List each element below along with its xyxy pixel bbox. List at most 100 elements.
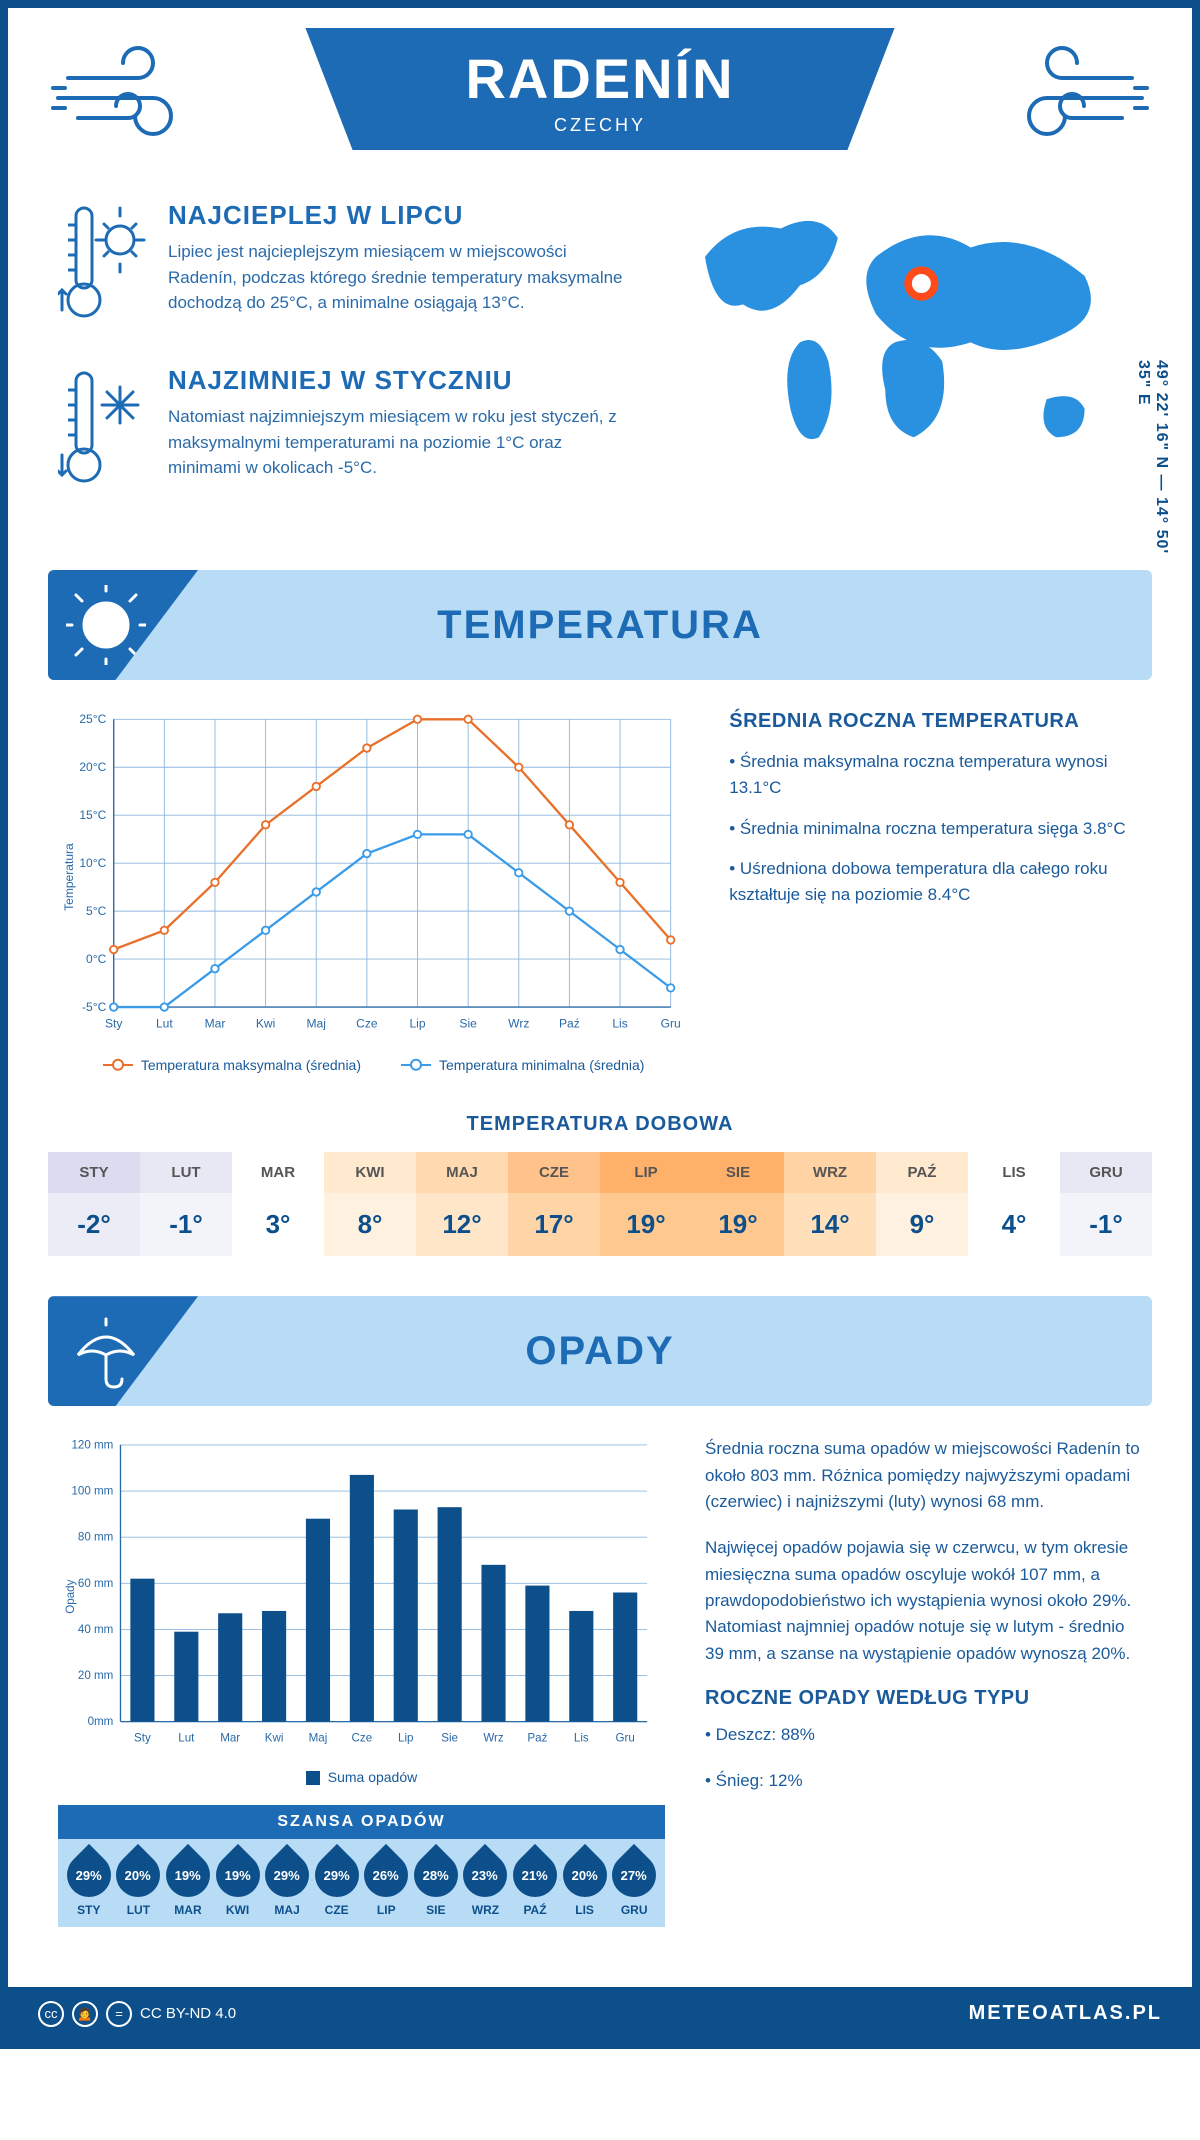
chance-cell: 21%PAŹ (510, 1853, 560, 1917)
svg-text:Lip: Lip (398, 1731, 413, 1744)
svg-text:Lut: Lut (156, 1016, 173, 1030)
chance-cell: 28%SIE (411, 1853, 461, 1917)
daily-cell: GRU-1° (1060, 1152, 1152, 1256)
svg-text:Maj: Maj (307, 1016, 326, 1030)
svg-text:20 mm: 20 mm (78, 1669, 113, 1682)
precip-row: 0mm 20 mm 40 mm 60 mm 80 mm 100 mm 120 mm Opady… (8, 1436, 1192, 1987)
temperature-summary: ŚREDNIA ROCZNA TEMPERATURA • Średnia mak… (729, 710, 1142, 1073)
svg-text:Paź: Paź (559, 1016, 580, 1030)
svg-text:Lis: Lis (612, 1016, 627, 1030)
svg-text:Gru: Gru (616, 1731, 635, 1744)
precip-chart: 0mm 20 mm 40 mm 60 mm 80 mm 100 mm 120 mm Opady… (58, 1436, 665, 1957)
header: RADENÍN CZECHY (8, 8, 1192, 180)
location-title: RADENÍN (465, 46, 734, 111)
svg-text:Sty: Sty (134, 1731, 151, 1744)
svg-text:Lut: Lut (178, 1731, 195, 1744)
svg-text:Mar: Mar (205, 1016, 226, 1030)
svg-text:Sty: Sty (105, 1016, 122, 1030)
svg-text:100 mm: 100 mm (71, 1485, 113, 1498)
precip-type-title: ROCZNE OPADY WEDŁUG TYPU (705, 1687, 1142, 1710)
cc-icon: cc (38, 2001, 64, 2027)
svg-text:-5°C: -5°C (82, 1000, 107, 1014)
chance-cell: 29%CZE (312, 1853, 362, 1917)
intro-row: NAJCIEPLEJ W LIPCU Lipiec jest najcieple… (8, 180, 1192, 570)
svg-text:Cze: Cze (352, 1731, 373, 1744)
umbrella-icon (48, 1296, 198, 1406)
chance-cell: 19%MAR (163, 1853, 213, 1917)
daily-cell: MAR3° (232, 1152, 324, 1256)
daily-cell: LUT-1° (140, 1152, 232, 1256)
legend-max: Temperatura maksymalna (średnia) (141, 1057, 361, 1073)
svg-text:60 mm: 60 mm (78, 1577, 113, 1590)
svg-text:Maj: Maj (309, 1731, 328, 1744)
daily-temp-title: TEMPERATURA DOBOWA (8, 1113, 1192, 1136)
svg-text:5°C: 5°C (86, 904, 107, 918)
svg-text:Wrz: Wrz (508, 1016, 529, 1030)
svg-text:Opady: Opady (64, 1580, 77, 1614)
svg-text:0mm: 0mm (88, 1715, 114, 1728)
daily-cell: KWI8° (324, 1152, 416, 1256)
temp-bullet: • Uśredniona dobowa temperatura dla całe… (729, 856, 1142, 909)
svg-text:Cze: Cze (356, 1016, 378, 1030)
thermometer-snow-icon (58, 365, 148, 500)
fact-text: Natomiast najzimniejszym miesiącem w rok… (168, 404, 627, 481)
section-title: OPADY (525, 1329, 674, 1374)
temp-bullet: • Średnia maksymalna roczna temperatura … (729, 749, 1142, 802)
chance-title: SZANSA OPADÓW (58, 1805, 665, 1839)
thermometer-sun-icon (58, 200, 148, 335)
svg-text:Kwi: Kwi (265, 1731, 284, 1744)
svg-text:Kwi: Kwi (256, 1016, 275, 1030)
svg-text:15°C: 15°C (79, 808, 106, 822)
fact-coldest: NAJZIMNIEJ W STYCZNIU Natomiast najzimni… (58, 365, 627, 500)
precip-p1: Średnia roczna suma opadów w miejscowośc… (705, 1436, 1142, 1515)
svg-text:Mar: Mar (220, 1731, 240, 1744)
chance-cell: 29%MAJ (262, 1853, 312, 1917)
precip-p2: Najwięcej opadów pojawia się w czerwcu, … (705, 1535, 1142, 1667)
precip-summary: Średnia roczna suma opadów w miejscowośc… (705, 1436, 1142, 1957)
svg-text:20°C: 20°C (79, 760, 106, 774)
daily-cell: WRZ14° (784, 1152, 876, 1256)
section-header-temperature: TEMPERATURA (48, 570, 1152, 680)
license: cc 🙍 = CC BY-ND 4.0 (38, 2001, 236, 2027)
wind-icon (48, 38, 208, 163)
chance-of-precip: SZANSA OPADÓW 29%STY20%LUT19%MAR19%KWI29… (58, 1805, 665, 1927)
svg-text:40 mm: 40 mm (78, 1623, 113, 1636)
svg-text:Gru: Gru (661, 1016, 681, 1030)
wind-icon (992, 38, 1152, 163)
title-banner: RADENÍN CZECHY (305, 28, 894, 150)
precip-legend: Suma opadów (58, 1769, 665, 1785)
svg-text:Paź: Paź (527, 1731, 547, 1744)
chance-cell: 20%LUT (114, 1853, 164, 1917)
chance-cell: 19%KWI (213, 1853, 263, 1917)
svg-text:Wrz: Wrz (483, 1731, 504, 1744)
daily-cell: CZE17° (508, 1152, 600, 1256)
sun-icon (48, 570, 198, 680)
chance-cell: 20%LIS (560, 1853, 610, 1917)
license-text: CC BY-ND 4.0 (140, 2005, 236, 2022)
daily-cell: SIE19° (692, 1152, 784, 1256)
daily-cell: STY-2° (48, 1152, 140, 1256)
daily-cell: MAJ12° (416, 1152, 508, 1256)
chance-cell: 23%WRZ (461, 1853, 511, 1917)
daily-cell: LIS4° (968, 1152, 1060, 1256)
section-title: TEMPERATURA (437, 603, 763, 648)
svg-text:Sie: Sie (441, 1731, 458, 1744)
fact-title: NAJZIMNIEJ W STYCZNIU (168, 365, 627, 396)
svg-text:80 mm: 80 mm (78, 1531, 113, 1544)
by-icon: 🙍 (72, 2001, 98, 2027)
chance-cell: 27%GRU (609, 1853, 659, 1917)
site-name: METEOATLAS.PL (969, 2002, 1162, 2025)
temp-legend: Temperatura maksymalna (średnia) Tempera… (58, 1057, 689, 1073)
temp-summary-title: ŚREDNIA ROCZNA TEMPERATURA (729, 710, 1142, 733)
svg-text:Lip: Lip (409, 1016, 425, 1030)
footer: cc 🙍 = CC BY-ND 4.0 METEOATLAS.PL (8, 1987, 1192, 2041)
precip-type: • Śnieg: 12% (705, 1768, 1142, 1794)
coordinates: 49° 22' 16" N — 14° 50' 35" E (1134, 360, 1170, 570)
svg-text:Temperatura: Temperatura (62, 843, 76, 911)
chance-cell: 29%STY (64, 1853, 114, 1917)
daily-cell: LIP19° (600, 1152, 692, 1256)
fact-title: NAJCIEPLEJ W LIPCU (168, 200, 627, 231)
page-frame: RADENÍN CZECHY NAJCIEPLEJ W LIPCU Lipiec… (0, 0, 1200, 2049)
temp-bullet: • Średnia minimalna roczna temperatura s… (729, 816, 1142, 842)
svg-text:120 mm: 120 mm (71, 1439, 113, 1452)
